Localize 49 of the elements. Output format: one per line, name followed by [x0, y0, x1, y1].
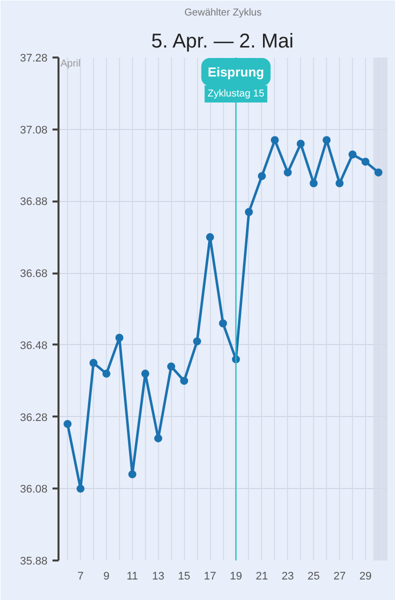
point	[336, 179, 344, 188]
y-tick-label: 36.68	[20, 268, 48, 280]
x-tick-label: 19	[230, 570, 242, 582]
x-tick-label: 11	[126, 570, 138, 582]
x-tick-label: 7	[77, 570, 84, 582]
x-tick-label: 17	[204, 570, 216, 582]
y-tick-label: 36.48	[20, 340, 48, 352]
x-tick-label: 9	[103, 570, 110, 582]
point	[167, 362, 176, 370]
y-tick-label: 37.28	[20, 52, 48, 64]
point	[374, 168, 382, 176]
y-tick-label: 35.88	[20, 556, 48, 568]
x-tick-label: 21	[256, 570, 268, 582]
y-tick-label: 36.28	[20, 412, 48, 424]
x-tick-label: 15	[178, 570, 190, 582]
annotation: April	[60, 58, 81, 70]
point	[258, 172, 266, 180]
point	[296, 140, 305, 148]
point	[76, 484, 85, 493]
x-tick-label: 25	[308, 570, 320, 582]
point	[64, 420, 72, 428]
x-tick-label: 27	[333, 570, 346, 582]
chart-subtitle: Gewählter Zyklus	[184, 8, 262, 18]
y-tick-label: 37.08	[20, 124, 48, 136]
ref-line-label: Eisprung	[208, 64, 264, 80]
point	[322, 136, 331, 144]
point	[141, 370, 150, 378]
point	[115, 334, 124, 342]
y-tick-label: 36.08	[20, 484, 48, 496]
point	[284, 168, 292, 176]
point	[244, 208, 253, 216]
point	[180, 376, 188, 385]
y-tick-label: 36.88	[20, 196, 48, 208]
annotation: Zyklustag 15	[208, 88, 265, 100]
point	[206, 233, 214, 242]
x-tick-label: 13	[152, 570, 164, 582]
chart-title: 5. Apr. — 2. Mai	[151, 30, 294, 52]
point	[89, 358, 98, 367]
point	[310, 179, 318, 188]
point	[154, 434, 162, 442]
point	[128, 470, 136, 478]
point	[193, 337, 202, 346]
point	[361, 158, 370, 166]
point	[219, 319, 227, 328]
point	[270, 136, 279, 144]
point	[102, 370, 110, 378]
point	[348, 150, 357, 158]
x-tick-label: 23	[282, 570, 294, 582]
x-tick-label: 29	[359, 570, 372, 582]
